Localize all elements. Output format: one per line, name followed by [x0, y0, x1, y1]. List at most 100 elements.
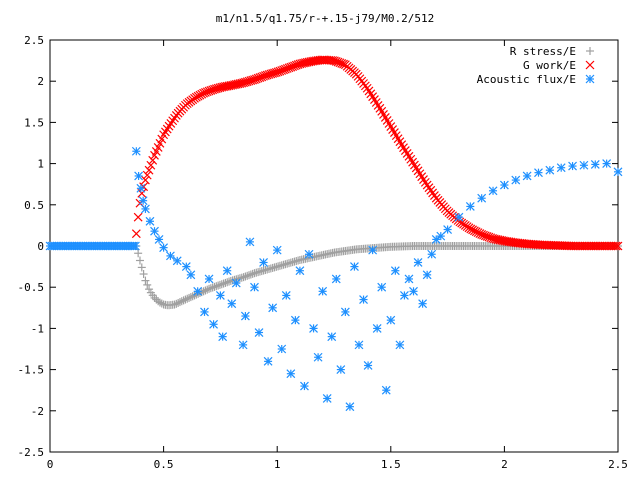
- legend-label: R stress/E: [510, 45, 576, 58]
- data-point: [145, 216, 155, 226]
- data-point: [422, 270, 432, 280]
- data-point: [186, 293, 195, 302]
- legend-marker: [586, 47, 594, 55]
- data-point: [386, 315, 396, 325]
- axis-ticks: 0 0.5 1 1.5 2 2.5 2.5 2 1.5 1 0.5 0 -0.5 -1 -1.5 -2 -2.5: [18, 34, 628, 471]
- data-point: [137, 263, 146, 272]
- data-point: [297, 59, 307, 68]
- data-point: [299, 58, 308, 68]
- data-point: [133, 212, 143, 222]
- y-tick-label: 0: [37, 240, 44, 253]
- data-point: [226, 81, 236, 90]
- data-point: [495, 235, 505, 245]
- data-point: [141, 276, 150, 285]
- series-2-baseline: [45, 241, 140, 251]
- data-point: [134, 249, 143, 258]
- data-point: [201, 286, 210, 295]
- y-tick-label: 1.5: [24, 116, 44, 129]
- data-point: [220, 82, 230, 91]
- data-point: [354, 340, 364, 350]
- x-tick-label: 1.5: [381, 458, 401, 471]
- data-point: [331, 274, 341, 284]
- data-point: [217, 280, 226, 289]
- series-1: [131, 55, 623, 251]
- y-tick-label: -1.5: [18, 364, 45, 377]
- data-point: [363, 361, 373, 370]
- data-point: [219, 279, 228, 288]
- data-point: [259, 258, 268, 267]
- data-point: [185, 293, 194, 302]
- data-point: [254, 328, 264, 337]
- data-point: [142, 170, 152, 180]
- data-point: [159, 243, 169, 253]
- data-point: [359, 295, 368, 304]
- y-tick-label: -1: [31, 322, 44, 335]
- data-point: [190, 291, 199, 300]
- data-point: [230, 80, 239, 90]
- data-point: [243, 271, 252, 280]
- data-point: [177, 297, 186, 306]
- data-point: [139, 270, 148, 279]
- data-point: [409, 286, 418, 296]
- x-tick-label: 2.5: [608, 458, 628, 471]
- data-point: [214, 281, 223, 290]
- data-point: [136, 183, 146, 193]
- data-point: [186, 270, 196, 280]
- data-point: [609, 241, 619, 251]
- data-point: [204, 274, 214, 284]
- data-point: [212, 282, 221, 291]
- data-point: [395, 340, 405, 350]
- x-tick-label: 2: [501, 458, 508, 471]
- data-point: [131, 229, 141, 239]
- data-point: [135, 256, 144, 265]
- data-point: [221, 278, 230, 287]
- y-tick-label: -2.5: [18, 446, 45, 459]
- data-point: [183, 294, 192, 303]
- data-point: [613, 241, 623, 251]
- data-point: [477, 193, 487, 203]
- data-point: [222, 266, 232, 276]
- data-point: [491, 234, 501, 244]
- data-point: [146, 160, 156, 170]
- data-point: [336, 365, 346, 375]
- data-point: [522, 171, 532, 181]
- data-point: [277, 344, 287, 354]
- data-point: [436, 231, 446, 241]
- series-2: [131, 146, 623, 412]
- data-point: [150, 293, 159, 302]
- y-tick-label: 2: [37, 75, 44, 88]
- data-point: [134, 171, 144, 181]
- data-point: [150, 226, 159, 236]
- data-point: [390, 266, 400, 276]
- data-point: [248, 269, 257, 278]
- data-point: [493, 235, 503, 245]
- series-0: [132, 242, 622, 310]
- data-point: [300, 381, 309, 391]
- legend-label: G work/E: [523, 59, 576, 72]
- data-point: [222, 81, 232, 91]
- data-point: [322, 394, 332, 403]
- data-point: [225, 277, 234, 286]
- data-point: [140, 175, 150, 185]
- data-point: [193, 286, 203, 296]
- data-point: [246, 270, 255, 279]
- data-point: [400, 291, 409, 300]
- data-point: [200, 307, 209, 317]
- data-point: [239, 273, 248, 282]
- data-point: [302, 57, 312, 67]
- data-point: [326, 55, 336, 65]
- data-point: [172, 299, 181, 308]
- data-point: [613, 167, 623, 177]
- data-point: [431, 234, 441, 244]
- data-point: [556, 163, 566, 173]
- data-point: [143, 280, 152, 289]
- data-point: [208, 283, 217, 292]
- data-point: [238, 340, 248, 350]
- data-point: [313, 352, 323, 362]
- data-point: [368, 245, 378, 255]
- data-point: [228, 80, 238, 90]
- data-point: [235, 79, 245, 88]
- data-point: [233, 79, 243, 89]
- data-point: [140, 204, 150, 214]
